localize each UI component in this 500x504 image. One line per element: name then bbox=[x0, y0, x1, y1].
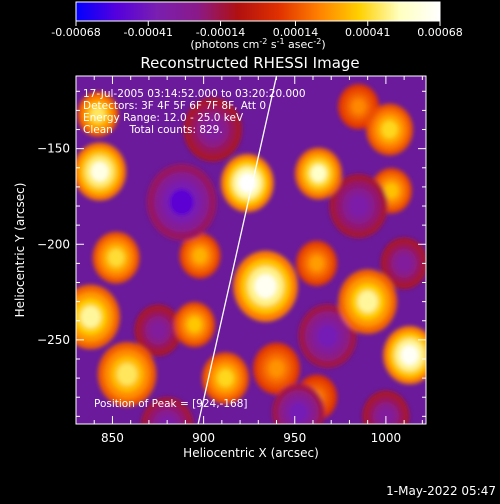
heatmap-blob bbox=[174, 302, 215, 348]
heatmap-blob bbox=[253, 342, 300, 395]
plot-frame bbox=[75, 75, 427, 425]
colorbar-tick-label: -0.00068 bbox=[51, 26, 100, 39]
heatmap-blob-layer bbox=[90, 106, 105, 122]
y-tick-label: −150 bbox=[37, 142, 70, 156]
colorbar-tick-label: -0.00041 bbox=[124, 26, 173, 39]
heatmap-blob bbox=[97, 342, 157, 407]
heatmap-blob bbox=[366, 103, 413, 156]
colorbar-tick-label: 0.00014 bbox=[273, 26, 319, 39]
heatmap-blob bbox=[179, 233, 221, 279]
heatmap-blob-layer bbox=[158, 415, 176, 424]
y-tick-label: −250 bbox=[37, 333, 70, 347]
heatmap-blob bbox=[338, 269, 397, 334]
x-tick-label: 900 bbox=[192, 431, 215, 445]
peak-position: Position of Peak = [924,-168] bbox=[94, 398, 248, 410]
x-axis-label: Heliocentric X (arcsec) bbox=[183, 446, 319, 460]
x-tick-label: 850 bbox=[101, 431, 124, 445]
heatmap-blob-layer bbox=[381, 120, 398, 139]
heatmap-blob bbox=[380, 237, 426, 290]
footer-timestamp: 1-May-2022 05:47 bbox=[386, 484, 496, 498]
x-axis: 850 900 950 1000 bbox=[75, 76, 423, 445]
heatmap-blob-layer bbox=[192, 248, 207, 264]
heatmap-blob-layer bbox=[217, 369, 234, 387]
heatmap-blob-layer bbox=[384, 183, 399, 199]
heatmap-blob-layer bbox=[396, 254, 413, 273]
heatmap-blob-layer bbox=[108, 248, 125, 267]
heatmap-blob bbox=[76, 284, 120, 349]
info-energy-range: Energy Range: 12.0 - 25.0 keV bbox=[83, 112, 244, 124]
heatmap-blob bbox=[134, 304, 182, 356]
colorbar-tick-label: 0.00068 bbox=[417, 26, 463, 39]
x-tick-label: 1000 bbox=[371, 431, 402, 445]
heatmap-blob bbox=[362, 390, 410, 424]
heatmap-blob bbox=[383, 326, 426, 385]
heatmap-blob bbox=[202, 352, 249, 404]
heatmap-blob bbox=[329, 173, 388, 239]
solar-limb-line bbox=[197, 76, 278, 424]
heatmap-blob-layer bbox=[377, 407, 394, 424]
heatmap-blob bbox=[146, 163, 217, 241]
heatmap-blob-layer bbox=[80, 305, 101, 328]
heatmap-blob bbox=[77, 91, 119, 137]
info-clean-counts: Clean Total counts: 829. bbox=[83, 124, 223, 136]
colorbar: -0.00068 -0.00041 -0.00014 0.00014 0.00041 0.… bbox=[51, 1, 463, 51]
info-annotations: 17-Jul-2005 03:14:52.000 to 03:20:20.000… bbox=[83, 88, 306, 410]
colorbar-ticks: -0.00068 -0.00041 -0.00014 0.00014 0.00041 0.… bbox=[51, 21, 463, 39]
heatmap-blob-layer bbox=[317, 325, 338, 348]
heatmap-blob-layer bbox=[357, 290, 378, 313]
heatmap-blob-layer bbox=[187, 316, 202, 333]
heatmap-blob-layer bbox=[289, 402, 308, 423]
heatmap-blob-layer bbox=[348, 194, 369, 218]
heatmap-blob bbox=[140, 397, 194, 424]
colorbar-bar bbox=[75, 1, 441, 22]
colorbar-tick-label: -0.00014 bbox=[196, 26, 245, 39]
chart-title: Reconstructed RHESSI Image bbox=[140, 54, 359, 72]
heatmap-blob bbox=[298, 303, 357, 369]
heatmap-blob bbox=[76, 142, 126, 201]
heatmap-blob bbox=[92, 231, 140, 284]
heatmap-blob-layer bbox=[400, 345, 419, 366]
heatmap-blob-layer bbox=[310, 164, 327, 183]
heatmap-blob bbox=[233, 251, 298, 322]
plot-area bbox=[76, 76, 426, 424]
heatmap-blob-layer bbox=[169, 188, 194, 216]
info-time-range: 17-Jul-2005 03:14:52.000 to 03:20:20.000 bbox=[83, 88, 306, 100]
y-axis-label: Heliocentric Y (arcsec) bbox=[13, 183, 27, 318]
heatmap-blob bbox=[183, 97, 242, 162]
heatmap-blob-layer bbox=[254, 274, 277, 299]
heatmap-blob-layer bbox=[90, 161, 109, 182]
heatmap-blob bbox=[338, 84, 379, 130]
colorbar-tick-label: 0.00041 bbox=[345, 26, 391, 39]
colorbar-units: (photons cm-2 s-1 asec-2) bbox=[190, 37, 325, 51]
info-detectors: Detectors: 3F 4F 5F 6F 7F 8F, Att 0 bbox=[83, 100, 266, 112]
heatmap-blob bbox=[296, 240, 338, 286]
heatmap-blob-layer bbox=[309, 255, 324, 272]
x-tick-label: 950 bbox=[283, 431, 306, 445]
heatmap bbox=[76, 84, 426, 424]
y-tick-label: −200 bbox=[37, 237, 70, 251]
heatmap-blob-layer bbox=[268, 359, 285, 378]
heatmap-blob-layer bbox=[351, 98, 366, 115]
heatmap-blob-layer bbox=[117, 363, 138, 386]
heatmap-blob-layer bbox=[150, 321, 167, 340]
y-axis: −150 −200 −250 bbox=[37, 90, 426, 417]
heatmap-blob-layer bbox=[202, 118, 223, 141]
heatmap-blob bbox=[295, 147, 342, 200]
heatmap-blob bbox=[272, 383, 325, 424]
